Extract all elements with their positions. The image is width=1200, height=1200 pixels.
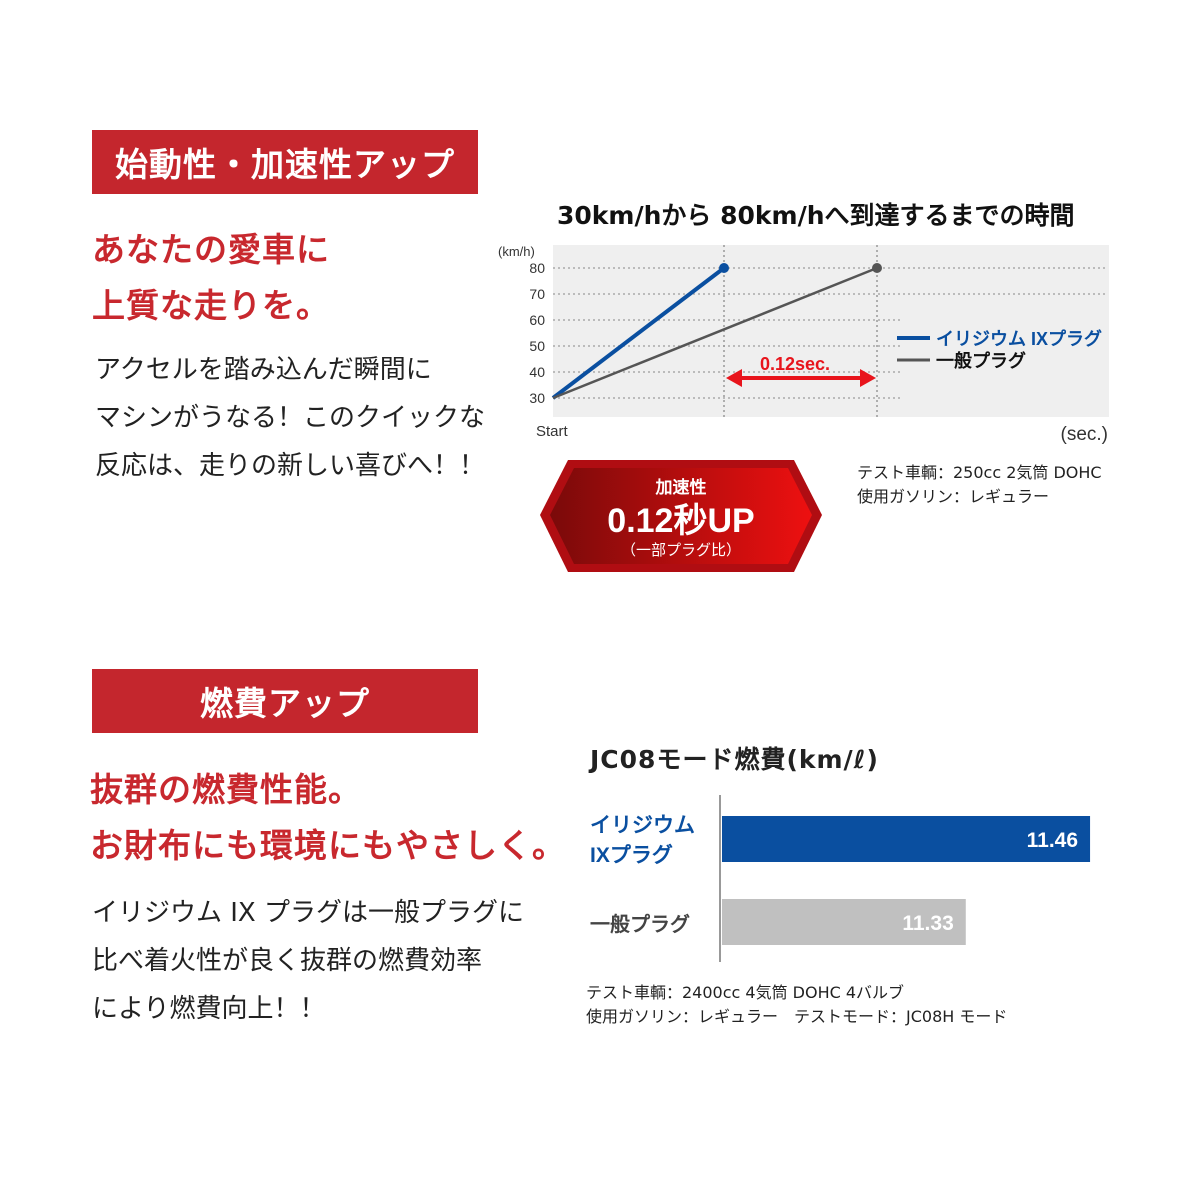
line-chart: 30 40 50 60 70 80 (km/h) Start (sec.) 0.12sec… (498, 244, 1109, 445)
line-chart-title: 30km/hから 80km/hへ到達するまでの時間 (557, 201, 1075, 230)
y-tick-label: 30 (529, 390, 545, 406)
badge-fill (550, 468, 812, 564)
y-tick-label: 60 (529, 312, 545, 328)
series-line-general (552, 266, 878, 400)
category-line: IXプラグ (590, 843, 673, 867)
gap-label: 0.12sec. (760, 354, 830, 374)
legend: イリジウム IXプラグ 一般プラグ (897, 328, 1102, 371)
headline-line: あなたの愛車に (92, 230, 330, 269)
headline-fuel: 抜群の燃費性能。 お財布にも環境にもやさしく。 (90, 762, 566, 874)
legend-label-general: 一般プラグ (936, 350, 1026, 371)
body-fuel: イリジウム IX プラグは一般プラグに 比べ着火性が良く抜群の燃費効率 により燃… (92, 889, 524, 1033)
body-line: 反応は、走りの新しい喜びへ！！ (95, 451, 486, 481)
series-endpoint-general (872, 263, 882, 273)
headline-line: お財布にも環境にもやさしく。 (90, 826, 566, 865)
gap-arrow-right (860, 369, 876, 387)
bar-category-general: 一般プラグ (590, 912, 690, 936)
headline-line: 上質な走りを。 (92, 286, 330, 325)
series-line-iridium (551, 266, 726, 400)
bar-value-label: 11.46 (1027, 829, 1078, 852)
y-tick-label: 80 (529, 260, 545, 276)
headline-line: 抜群の燃費性能。 (90, 770, 362, 809)
body-line: イリジウム IX プラグは一般プラグに (92, 898, 525, 928)
bar-chart-title: JC08モード燃費(km/ℓ) (590, 745, 879, 774)
plot-background (553, 245, 1109, 417)
bar-category-iridium: イリジウム IXプラグ (590, 814, 701, 867)
note-line: テスト車輌：2400cc 4気筒 DOHC 4バルブ (586, 983, 905, 1002)
y-tick-label: 40 (529, 364, 545, 380)
y-axis-label: (km/h) (498, 244, 535, 259)
series-endpoint-iridium (719, 263, 729, 273)
bar-value-label: 11.33 (902, 912, 953, 935)
x-axis-label: (sec.) (1061, 424, 1109, 445)
badge-value: 0.12秒UP (607, 502, 754, 540)
section-header-fuel: 燃費アップ (92, 669, 478, 733)
badge-sub: （一部プラグ比） (621, 542, 741, 559)
note-line: 使用ガソリン：レギュラー テストモード：JC08H モード (586, 1007, 1008, 1026)
body-line: 比べ着火性が良く抜群の燃費効率 (92, 946, 483, 976)
test-notes-fuel: テスト車輌：2400cc 4気筒 DOHC 4バルブ 使用ガソリン：レギュラー … (586, 981, 1007, 1029)
note-line: 使用ガソリン：レギュラー (857, 487, 1050, 506)
gap-arrow-left (726, 369, 742, 387)
badge-label: 加速性 (655, 477, 707, 497)
legend-label-iridium: イリジウム IXプラグ (936, 328, 1102, 349)
headline-acceleration: あなたの愛車に 上質な走りを。 (92, 222, 330, 334)
category-line: イリジウム (590, 814, 695, 837)
x-start-label: Start (536, 423, 569, 440)
body-line: マシンがうなる！このクイックな (95, 403, 486, 433)
body-line: アクセルを踏み込んだ瞬間に (95, 355, 432, 385)
acceleration-badge: 加速性 0.12秒UP （一部プラグ比） (540, 460, 822, 572)
section-header-acceleration: 始動性・加速性アップ (92, 130, 478, 194)
gap-annotation: 0.12sec. (726, 354, 876, 387)
body-line: により燃費向上！！ (92, 994, 326, 1024)
y-tick-label: 70 (529, 286, 545, 302)
test-notes-acceleration: テスト車輌：250cc 2気筒 DOHC 使用ガソリン：レギュラー (857, 461, 1102, 509)
body-acceleration: アクセルを踏み込んだ瞬間に マシンがうなる！このクイックな 反応は、走りの新しい… (95, 346, 485, 490)
note-line: テスト車輌：250cc 2気筒 DOHC (857, 463, 1102, 482)
y-tick-label: 50 (529, 338, 545, 354)
bar-chart: 11.46 11.33 イリジウム IXプラグ 一般プラグ (590, 795, 1091, 962)
bar-general (722, 899, 966, 945)
bar-iridium (722, 816, 1091, 862)
